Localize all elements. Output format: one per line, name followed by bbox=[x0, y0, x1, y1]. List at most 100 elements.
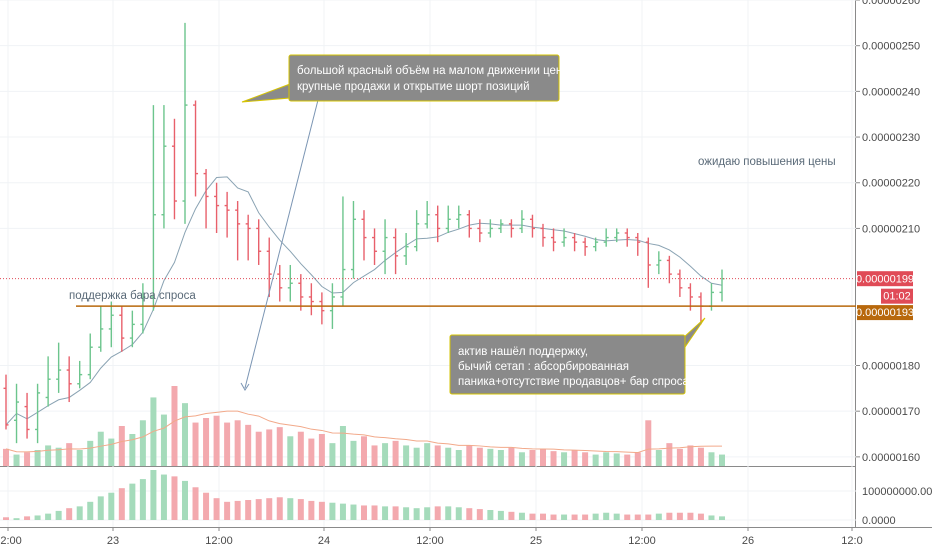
indicator-bar bbox=[445, 506, 452, 520]
volume-bar bbox=[455, 450, 462, 466]
indicator-bar bbox=[634, 514, 641, 520]
volume-bar bbox=[139, 420, 146, 466]
volume-bar bbox=[3, 448, 9, 466]
indicator-bar bbox=[497, 510, 504, 520]
indicator-bar bbox=[392, 506, 399, 520]
price-tick-label: 0.00000170 bbox=[862, 406, 920, 418]
indicator-bar bbox=[645, 514, 652, 520]
indicator-bar bbox=[361, 505, 367, 520]
indicator-bar bbox=[550, 514, 557, 520]
indicator-bar bbox=[276, 497, 283, 520]
volume-bar bbox=[287, 436, 294, 466]
volume-bar bbox=[24, 452, 31, 466]
volume-bar bbox=[371, 445, 378, 466]
volume-bar bbox=[529, 450, 536, 466]
indicator-bar bbox=[118, 488, 125, 520]
note-bottom-box bbox=[449, 334, 686, 395]
volume-bar bbox=[213, 415, 220, 466]
time-axis[interactable]: 12:00 23 12:00 24 12:00 25 12:00 26 12:0 bbox=[0, 527, 863, 547]
indicator-bar bbox=[403, 507, 410, 520]
price-tick-label: 0.00000180 bbox=[862, 360, 920, 372]
price-tick-label: 0.00000210 bbox=[862, 223, 920, 235]
indicator-bar bbox=[224, 501, 231, 520]
last-price-tag bbox=[857, 271, 913, 287]
volume-axis[interactable]: 100000000.0000 0.0000 bbox=[862, 486, 932, 527]
indicator-bar bbox=[424, 507, 431, 520]
note-top-line1: большой красный объём на малом движении … bbox=[297, 65, 571, 77]
volume-bar bbox=[624, 454, 631, 466]
volume-bar bbox=[339, 426, 346, 466]
volume-bar bbox=[613, 453, 620, 466]
volume-bar bbox=[708, 452, 715, 466]
volume-bar bbox=[676, 448, 683, 466]
indicator-bar bbox=[518, 512, 525, 520]
volume-bar bbox=[224, 422, 231, 466]
volume-bars bbox=[3, 386, 725, 466]
volume-bar bbox=[13, 454, 20, 466]
volume-bar bbox=[466, 445, 473, 466]
indicator-bar bbox=[350, 504, 357, 520]
indicator-bar bbox=[719, 516, 725, 520]
indicator-bar bbox=[329, 502, 336, 520]
volume-bar bbox=[634, 452, 641, 466]
volume-bar bbox=[108, 438, 115, 466]
indicator-bar bbox=[666, 512, 673, 520]
volume-bar bbox=[45, 445, 52, 466]
indicator-bar bbox=[192, 487, 199, 520]
indicator-bar bbox=[582, 514, 589, 520]
indicator-bar bbox=[234, 500, 241, 520]
indicator-bar bbox=[150, 470, 157, 520]
indicator-bar bbox=[66, 508, 73, 520]
volume-bar bbox=[361, 436, 367, 466]
indicator-bar bbox=[76, 506, 83, 520]
volume-bar bbox=[276, 427, 283, 466]
volume-bar bbox=[392, 440, 399, 466]
price-tick-label: 0.00000220 bbox=[862, 178, 920, 190]
indicator-bar bbox=[487, 510, 494, 520]
indicator-bar bbox=[708, 515, 715, 520]
note-top[interactable]: большой красный объём на малом движении … bbox=[240, 54, 571, 391]
volume-bar bbox=[203, 418, 210, 466]
price-axis[interactable]: 0.00000260 0.00000250 0.00000240 0.00000230… bbox=[856, 0, 920, 464]
indicator-bar bbox=[3, 517, 9, 520]
time-tick-label: 12:00 bbox=[416, 535, 444, 547]
indicator-bar bbox=[561, 514, 568, 520]
volume-bar bbox=[645, 420, 652, 466]
volume-bar bbox=[245, 424, 252, 466]
indicator-bar bbox=[455, 507, 462, 520]
volume-bar bbox=[308, 438, 315, 466]
time-tick-label: 25 bbox=[530, 535, 542, 547]
time-tick-label: 26 bbox=[742, 535, 754, 547]
indicator-bar bbox=[655, 513, 662, 520]
arrowhead-icon bbox=[240, 382, 250, 391]
volume-bar bbox=[297, 431, 304, 466]
indicator-bar bbox=[160, 474, 167, 520]
volume-bar bbox=[66, 443, 73, 466]
indicator-bar bbox=[245, 500, 252, 520]
time-tick-label: 12:00 bbox=[628, 535, 656, 547]
expect-label: ожидаю повышения цены bbox=[698, 156, 836, 168]
indicator-bar bbox=[139, 479, 146, 520]
indicator-bar bbox=[255, 499, 262, 520]
volume-bar bbox=[160, 414, 167, 466]
support-price-tag-text: 0.00000193 bbox=[856, 307, 914, 319]
indicator-bar bbox=[603, 512, 610, 520]
volume-bar bbox=[192, 422, 199, 466]
volume-tick-label: 0.0000 bbox=[862, 515, 896, 527]
note-bottom[interactable]: актив нашёл поддержку, бычий сетап : абс… bbox=[449, 317, 706, 395]
indicator-bar bbox=[676, 512, 683, 520]
indicator-bar bbox=[476, 509, 483, 520]
volume-bar bbox=[318, 434, 325, 466]
volume-bar bbox=[171, 386, 178, 466]
volume-average-line bbox=[5, 410, 722, 454]
indicator-bar bbox=[129, 483, 136, 520]
volume-bar bbox=[518, 452, 525, 466]
price-tick-label: 0.00000230 bbox=[862, 132, 920, 144]
volume-bar bbox=[413, 447, 420, 466]
volume-bar bbox=[76, 450, 83, 466]
volume-bar bbox=[118, 426, 125, 466]
indicator-bar bbox=[171, 476, 178, 520]
indicator-bar bbox=[697, 513, 704, 520]
indicator-bar bbox=[203, 492, 210, 520]
